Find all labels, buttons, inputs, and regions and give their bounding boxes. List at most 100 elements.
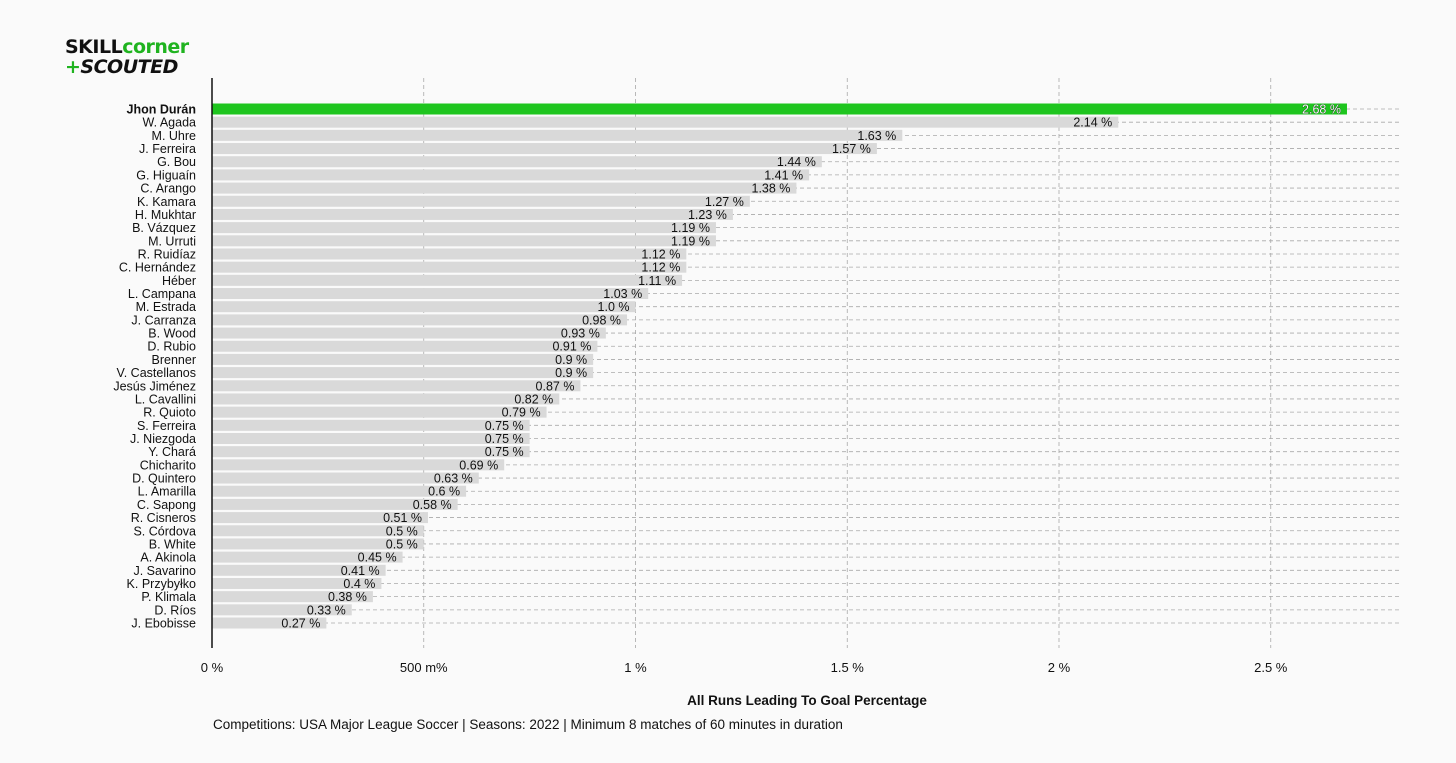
category-label: Héber bbox=[162, 274, 196, 288]
bar bbox=[212, 314, 628, 326]
bar bbox=[212, 222, 716, 234]
bar-value-label: 1.57 % bbox=[832, 142, 871, 156]
bar bbox=[212, 380, 581, 392]
bar-value-label: 0.91 % bbox=[552, 340, 591, 354]
logo-line-2: +SCOUTED bbox=[65, 56, 178, 78]
bar bbox=[212, 274, 683, 286]
bar bbox=[212, 327, 606, 339]
bar bbox=[212, 525, 424, 537]
bar-value-label: 0.69 % bbox=[459, 458, 498, 472]
category-label: M. Uhre bbox=[152, 129, 197, 143]
category-label: D. Rubio bbox=[147, 340, 196, 354]
bar bbox=[212, 195, 750, 207]
bar-value-label: 1.12 % bbox=[641, 247, 680, 261]
bar bbox=[212, 433, 530, 444]
bar bbox=[212, 367, 594, 379]
bar bbox=[212, 472, 479, 484]
bar bbox=[212, 393, 560, 405]
logo-line-1: SKILLcorner bbox=[65, 36, 189, 58]
logo-corner-text: corner bbox=[122, 36, 189, 58]
category-label: J. Savarino bbox=[133, 564, 196, 578]
category-label: D. Quintero bbox=[132, 472, 196, 486]
bar bbox=[212, 156, 822, 168]
bar-value-label: 0.33 % bbox=[307, 603, 346, 617]
category-label: R. Quioto bbox=[143, 406, 196, 420]
x-tick-label: 0 % bbox=[201, 660, 224, 675]
category-label: R. Cisneros bbox=[131, 511, 196, 525]
bar bbox=[212, 301, 636, 313]
category-label: A. Akinola bbox=[140, 551, 196, 565]
category-label: Jhon Durán bbox=[127, 103, 196, 117]
bar-value-label: 0.82 % bbox=[514, 392, 553, 406]
bar bbox=[212, 512, 428, 524]
bar-value-label: 1.23 % bbox=[688, 208, 727, 222]
category-label: S. Ferreira bbox=[137, 419, 196, 433]
bar-layer bbox=[212, 103, 1347, 629]
bar bbox=[212, 564, 386, 576]
category-label: B. White bbox=[149, 537, 196, 551]
bar-value-label: 0.58 % bbox=[413, 498, 452, 512]
category-label: J. Ferreira bbox=[139, 142, 196, 156]
bar-value-label: 1.12 % bbox=[641, 261, 680, 275]
bar-value-label: 0.9 % bbox=[555, 366, 587, 380]
bar-value-label: 0.98 % bbox=[582, 313, 621, 327]
bar-value-label: 0.87 % bbox=[536, 379, 575, 393]
x-tick-label: 2 % bbox=[1048, 660, 1071, 675]
category-label: J. Niezgoda bbox=[130, 432, 196, 446]
category-label: L. Campana bbox=[128, 287, 196, 301]
bar bbox=[212, 459, 505, 471]
bar-value-label: 0.51 % bbox=[383, 511, 422, 525]
bar bbox=[212, 591, 373, 603]
category-label: G. Bou bbox=[157, 155, 196, 169]
category-label: D. Ríos bbox=[154, 603, 196, 617]
bar bbox=[212, 208, 733, 220]
bar bbox=[212, 604, 352, 616]
bar bbox=[212, 353, 594, 365]
bar bbox=[212, 169, 810, 181]
category-label: C. Arango bbox=[140, 182, 196, 196]
bar bbox=[212, 261, 687, 273]
x-tick-label: 500 m% bbox=[400, 660, 448, 675]
category-label: K. Kamara bbox=[137, 195, 196, 209]
category-label: M. Urruti bbox=[148, 234, 196, 248]
bar bbox=[212, 182, 797, 194]
category-label: M. Estrada bbox=[136, 300, 196, 314]
category-label: C. Sapong bbox=[137, 498, 196, 512]
logo-skill-text: SKILL bbox=[65, 36, 123, 58]
category-label: C. Hernández bbox=[119, 261, 196, 275]
bar-value-label: 1.11 % bbox=[638, 274, 676, 288]
category-label: W. Agada bbox=[142, 116, 196, 130]
bar-value-label: 0.38 % bbox=[328, 590, 367, 604]
category-label: Jesús Jiménez bbox=[113, 379, 196, 393]
x-tick-label: 2.5 % bbox=[1254, 660, 1288, 675]
category-label: B. Wood bbox=[148, 327, 196, 341]
category-label: B. Vázquez bbox=[132, 221, 196, 235]
bar-value-label: 1.41 % bbox=[764, 168, 803, 182]
x-tick-label: 1.5 % bbox=[831, 660, 865, 675]
category-label: Brenner bbox=[152, 353, 196, 367]
bar bbox=[212, 129, 903, 141]
bar-value-label: 1.19 % bbox=[671, 221, 710, 235]
bar bbox=[212, 116, 1119, 128]
bar-value-label: 1.27 % bbox=[705, 195, 744, 209]
category-label: S. Córdova bbox=[133, 524, 196, 538]
bar-value-label: 0.45 % bbox=[358, 551, 397, 565]
category-label: L. Amarilla bbox=[138, 485, 196, 499]
bar-value-label: 1.63 % bbox=[857, 129, 896, 143]
category-label: H. Mukhtar bbox=[135, 208, 196, 222]
category-label: L. Cavallini bbox=[135, 392, 196, 406]
brand-logo: SKILLcorner +SCOUTED bbox=[65, 36, 205, 80]
bar bbox=[212, 235, 716, 247]
logo-plus-text: + bbox=[65, 56, 81, 78]
bar bbox=[212, 446, 530, 458]
bar-value-label: 0.41 % bbox=[341, 564, 380, 578]
category-label: Y. Chará bbox=[148, 445, 196, 459]
category-label: G. Higuaín bbox=[136, 168, 196, 182]
bar-value-label: 0.27 % bbox=[281, 617, 320, 631]
bar-value-label: 0.75 % bbox=[485, 432, 524, 446]
bar bbox=[212, 248, 687, 260]
bar bbox=[212, 498, 458, 510]
bar-value-label: 1.0 % bbox=[598, 300, 630, 314]
category-label: V. Castellanos bbox=[117, 366, 196, 380]
bar bbox=[212, 577, 382, 589]
